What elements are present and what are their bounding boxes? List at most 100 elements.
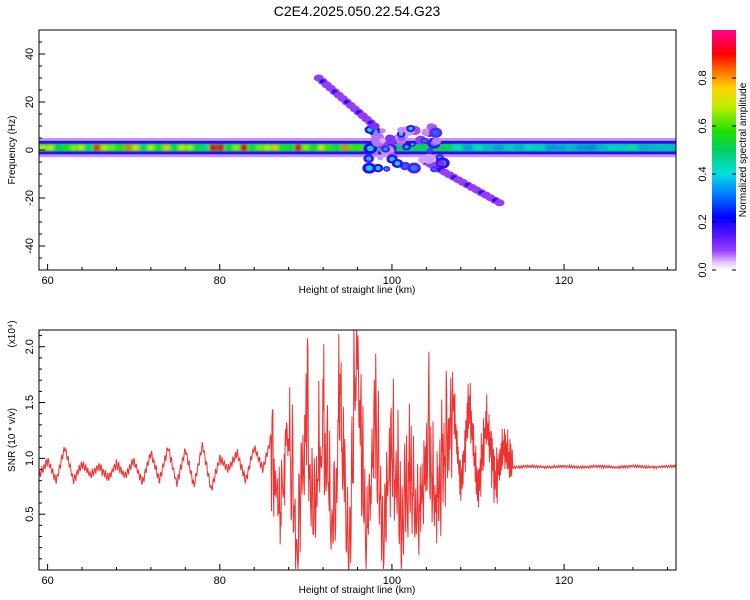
carrier-cell [131, 144, 139, 151]
carrier-cell [333, 144, 341, 151]
carrier-cell [607, 145, 618, 150]
cluster-core [432, 167, 437, 171]
carrier-cell [341, 144, 349, 151]
cluster-core [365, 165, 373, 171]
carrier-cell [248, 144, 256, 151]
y-tick-label: 1.0 [24, 451, 36, 466]
colorbar-tick-label: 0.4 [697, 166, 709, 181]
carrier-cell [294, 144, 302, 151]
carrier-cell [224, 144, 232, 151]
carrier-cell [178, 144, 186, 151]
carrier-cell [348, 144, 356, 151]
x-tick-label: 100 [383, 275, 401, 287]
carrier-cell [193, 144, 201, 151]
cluster-blob [397, 126, 406, 134]
carrier-cell [69, 144, 77, 151]
cluster-core [383, 147, 388, 151]
carrier-cell [555, 145, 566, 150]
carrier-cell [116, 144, 124, 151]
cluster-blob [421, 128, 431, 137]
carrier-cell [124, 144, 132, 151]
y-tick-label: -40 [24, 238, 36, 254]
cluster-core [408, 126, 413, 131]
colorbar-ticks: 0.0 0.2 0.4 0.6 0.8 [697, 70, 736, 278]
spectrogram-panel: 60 80 100 120 40 20 0 -20 -40 Height of straigh… [7, 29, 677, 296]
carrier-cell [271, 144, 279, 151]
y-tick-label: 0 [24, 147, 36, 153]
carrier-cell [46, 144, 54, 151]
carrier-cell [472, 145, 484, 150]
carrier-cell [638, 145, 649, 150]
cluster-core [422, 139, 427, 143]
snr-y-label: SNR (10 * v/v) [7, 408, 18, 472]
carrier-cell [514, 145, 525, 150]
carrier-cell [596, 145, 608, 150]
spectrogram-y-label: Frequency (Hz) [7, 116, 18, 185]
snr-plot-area [39, 330, 676, 570]
carrier-cell [139, 144, 147, 151]
cluster-core [404, 145, 409, 149]
snr-series-line [39, 330, 676, 570]
carrier-cell [302, 144, 310, 151]
cluster-core [375, 166, 381, 171]
carrier-cell [279, 144, 287, 151]
cluster-blob [377, 155, 384, 161]
cluster-blob [418, 156, 427, 164]
carrier-cell [565, 145, 577, 150]
y-tick-label: -20 [24, 190, 36, 206]
spectrogram-x-label: Height of straight line (km) [299, 285, 416, 296]
carrier-segments [39, 144, 676, 151]
carrier-cell [170, 144, 178, 151]
snr-y-ticks: 0.5 1.0 1.5 2.0 [24, 335, 45, 560]
cluster-blob [379, 128, 386, 134]
colorbar-tick-label: 0.2 [697, 214, 709, 229]
x-tick-label: 120 [555, 575, 573, 587]
colorbar: 0.0 0.2 0.4 0.6 0.8 Normalized spectral ampl… [697, 30, 749, 278]
carrier-cell [356, 144, 364, 151]
cluster-core [399, 132, 404, 136]
carrier-cell [263, 144, 271, 151]
cluster-core [432, 130, 439, 136]
cluster-blob [369, 123, 379, 131]
carrier-cell [100, 144, 108, 151]
carrier-cell [147, 144, 155, 151]
carrier-cell [62, 144, 70, 151]
snr-line-group [39, 330, 676, 570]
carrier-cell [524, 145, 535, 150]
x-tick-label: 100 [383, 575, 401, 587]
carrier-cell [317, 144, 325, 151]
cluster-core [366, 145, 374, 152]
x-tick-label: 60 [41, 575, 53, 587]
carrier-cell [240, 144, 248, 151]
cluster-core [394, 161, 401, 166]
cluster-core [389, 156, 395, 162]
x-tick-label: 60 [41, 275, 53, 287]
carrier-cell [39, 144, 46, 151]
carrier-cell [325, 144, 333, 151]
carrier-cell [93, 144, 101, 151]
snr-y-multiplier: (x10⁴) [7, 320, 18, 347]
cluster-core [410, 143, 415, 146]
carrier-cell [545, 145, 556, 150]
cluster-blob [431, 137, 442, 145]
carrier-cell [85, 144, 93, 151]
snr-panel: 60 80 100 120 0.5 1.0 1.5 2.0 Height of straig… [7, 320, 677, 596]
carrier-cell [201, 144, 209, 151]
carrier-cell [462, 145, 473, 150]
cluster-core [428, 149, 432, 152]
carrier-cell [77, 144, 85, 151]
colorbar-tick-label: 0.0 [697, 262, 709, 277]
carrier-cell [452, 145, 463, 150]
cluster-core [366, 156, 372, 161]
carrier-cell [209, 144, 217, 151]
carrier-cell [186, 144, 194, 151]
x-tick-label: 80 [214, 575, 226, 587]
carrier-cell [255, 144, 263, 151]
colorbar-gradient [712, 30, 736, 270]
cluster-blob [384, 134, 397, 145]
carrier-cell [617, 145, 628, 150]
lower-track-blob [494, 199, 505, 207]
cluster-blob [437, 160, 445, 167]
carrier-cell [217, 144, 225, 151]
